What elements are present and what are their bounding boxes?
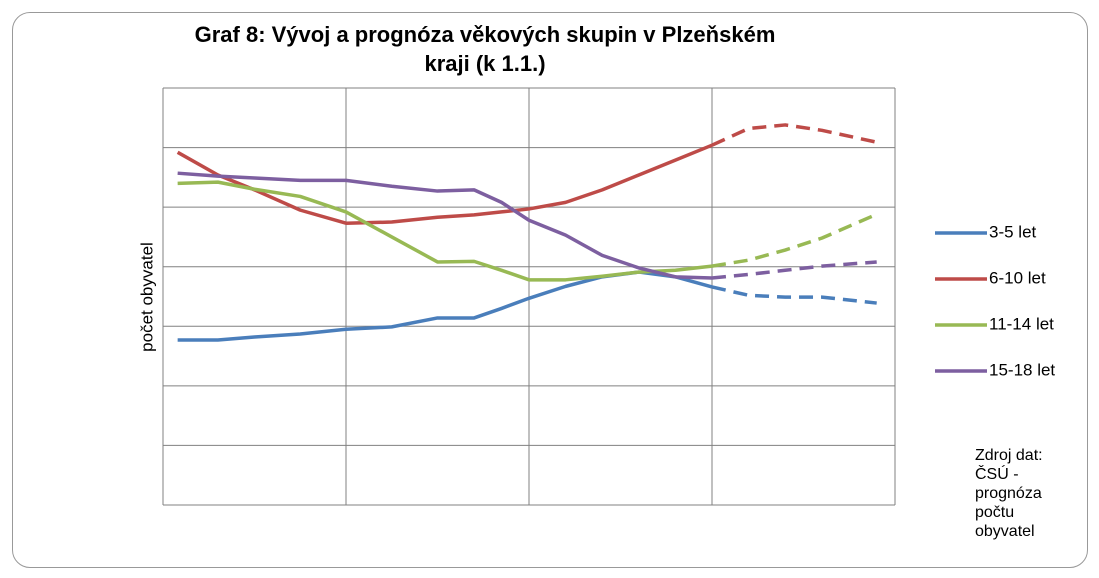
y-axis-label: počet obyvatel: [137, 242, 156, 352]
series-line: [177, 180, 713, 282]
series-line: [177, 270, 713, 342]
legend-label: 6-10 let: [989, 268, 1046, 287]
series-line: [711, 123, 878, 147]
chart-title: Graf 8: Vývoj a prognóza věkových skupin…: [194, 22, 776, 76]
chart-frame: [12, 12, 1088, 568]
legend-label: 11-14 let: [989, 314, 1054, 333]
source-note: Zdroj dat: ČSÚ - prognóza počtu obyvatel: [975, 447, 1043, 540]
series-line: [711, 260, 877, 280]
series-line: [176, 143, 713, 225]
legend-label: 3-5 let: [989, 222, 1037, 241]
series-line: [177, 171, 713, 280]
series-line: [711, 285, 877, 305]
legend-label: 15-18 let: [989, 360, 1055, 379]
series-line: [711, 212, 878, 268]
